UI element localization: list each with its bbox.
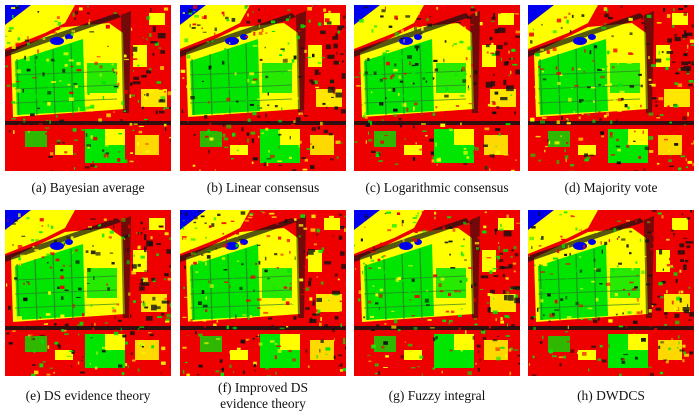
classification-map-h — [528, 210, 694, 376]
caption-e: (e) DS evidence theory — [25, 388, 151, 403]
classification-map-f — [180, 210, 346, 376]
caption-a: (a) Bayesian average — [31, 180, 145, 195]
classification-map-a — [5, 5, 171, 171]
classification-map-e — [5, 210, 171, 376]
caption-b: (b) Linear consensus — [206, 180, 320, 195]
caption-h: (h) DWDCS — [577, 388, 645, 403]
classification-map-d — [528, 5, 694, 171]
caption-c: (c) Logarithmic consensus — [365, 180, 509, 195]
caption-g: (g) Fuzzy integral — [388, 388, 486, 403]
classification-map-b — [180, 5, 346, 171]
classification-map-c — [354, 5, 520, 171]
classification-map-g — [354, 210, 520, 376]
caption-d: (d) Majority vote — [564, 180, 658, 195]
caption-f: (f) Improved DS evidence theory — [218, 380, 308, 411]
